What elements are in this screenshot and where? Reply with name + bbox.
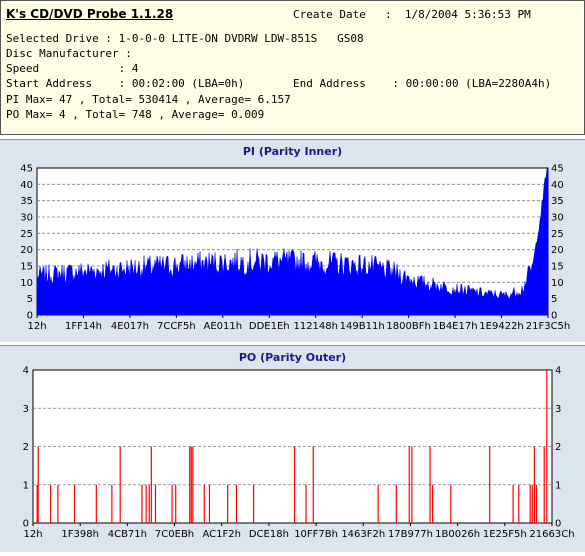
app-title: K's CD/DVD Probe 1.1.28 bbox=[6, 7, 174, 21]
po-x-tick-label: 10FF7Bh bbox=[294, 529, 338, 540]
start-address: Start Address : 00:02:00 (LBA=0h) bbox=[6, 77, 245, 90]
create-date-value: : 1/8/2004 5:36:53 PM bbox=[385, 8, 531, 21]
disc-manufacturer: Disc Manufacturer : bbox=[6, 47, 132, 60]
pi-y-tick-label-right: 35 bbox=[551, 196, 564, 207]
selected-drive: Selected Drive : 1-0-0-0 LITE-ON DVDRW L… bbox=[6, 32, 364, 45]
pi-y-tick-label-right: 0 bbox=[551, 311, 557, 322]
po-y-tick-label: 4 bbox=[23, 366, 29, 377]
po-x-tick-label: 1E25F5h bbox=[483, 529, 527, 540]
pi-series-area bbox=[36, 167, 549, 316]
disc-info-panel: K's CD/DVD Probe 1.1.28 Create Date : 1/… bbox=[0, 0, 585, 135]
po-y-tick-label-right: 3 bbox=[555, 404, 561, 415]
pi-chart: 0 0 5 5 10 10 15 15 20 20 25 25 30 30 35 35 40 40 45 45 12h 1… bbox=[20, 164, 571, 333]
po-y-tick-label-right: 0 bbox=[555, 519, 561, 530]
pi-x-tick-label: 1E9422h bbox=[479, 321, 523, 332]
po-y-tick-label: 1 bbox=[23, 480, 29, 491]
pi-y-tick-label-right: 25 bbox=[551, 229, 564, 240]
pi-y-tick-label-right: 15 bbox=[551, 262, 564, 273]
po-x-tick-label: AC1F2h bbox=[202, 529, 240, 540]
pi-x-tick-label: 21F3C5h bbox=[526, 321, 571, 332]
po-y-tick-label-right: 1 bbox=[555, 480, 561, 491]
pi-x-tick-label: 1FF14h bbox=[65, 321, 102, 332]
pi-x-tick-label: 112148h bbox=[293, 321, 338, 332]
pi-y-tick-label-right: 40 bbox=[551, 180, 564, 191]
pi-y-tick-label: 15 bbox=[20, 262, 33, 273]
pi-y-tick-label: 35 bbox=[20, 196, 33, 207]
pi-chart-panel: PI (Parity Inner) 0 0 5 5 10 10 15 15 20 20 25 25 30… bbox=[0, 139, 585, 342]
po-y-tick-label-right: 4 bbox=[555, 366, 561, 377]
po-x-tick-label: 17B977h bbox=[388, 529, 433, 540]
po-y-tick-label: 0 bbox=[23, 519, 29, 530]
po-y-tick-label: 2 bbox=[23, 442, 29, 453]
pi-summary: PI Max= 47 , Total= 530414 , Average= 6.… bbox=[6, 93, 291, 106]
speed: Speed : 4 bbox=[6, 62, 139, 75]
pi-y-tick-label: 10 bbox=[20, 278, 33, 289]
pi-y-tick-label: 20 bbox=[20, 245, 33, 256]
pi-x-tick-label: AE011h bbox=[204, 321, 243, 332]
po-x-tick-label: 7C0EBh bbox=[155, 529, 194, 540]
pi-x-tick-label: 4E017h bbox=[111, 321, 149, 332]
pi-y-tick-label: 25 bbox=[20, 229, 33, 240]
po-y-tick-label-right: 2 bbox=[555, 442, 561, 453]
po-x-tick-label: 1B0026h bbox=[435, 529, 480, 540]
pi-x-tick-label: 7CCF5h bbox=[157, 321, 196, 332]
create-date-label: Create Date bbox=[293, 8, 366, 21]
end-address: End Address : 00:00:00 (LBA=2280A4h) bbox=[293, 77, 552, 90]
pi-y-tick-label: 45 bbox=[20, 164, 33, 175]
pi-x-tick-label: 1800BFh bbox=[386, 321, 430, 332]
po-x-tick-label: 21663Ch bbox=[529, 529, 574, 540]
pi-chart-title: PI (Parity Inner) bbox=[242, 145, 343, 158]
po-x-tick-label: DCE18h bbox=[249, 529, 289, 540]
pi-y-tick-label: 0 bbox=[27, 311, 33, 322]
pi-y-tick-label-right: 5 bbox=[551, 294, 557, 305]
po-x-tick-label: 4CB71h bbox=[108, 529, 147, 540]
po-chart: 0 0 1 1 2 2 3 3 4 4 12h 1F398h 4CB71h 7C0EBh AC1F2h DCE… bbox=[23, 366, 575, 541]
pi-x-tick-label: 149B11h bbox=[340, 321, 385, 332]
pi-y-tick-label: 5 bbox=[27, 294, 33, 305]
pi-y-tick-label-right: 10 bbox=[551, 278, 564, 289]
po-summary: PO Max= 4 , Total= 748 , Average= 0.009 bbox=[6, 108, 265, 121]
pi-y-tick-label-right: 20 bbox=[551, 245, 564, 256]
po-x-tick-label: 1F398h bbox=[61, 529, 99, 540]
po-y-tick-label: 3 bbox=[23, 404, 29, 415]
po-chart-panel: PO (Parity Outer) 0 0 1 1 2 2 3 3 4 4 12h 1F398h 4CB… bbox=[0, 345, 585, 552]
pi-x-tick-label: DDE1Eh bbox=[249, 321, 290, 332]
pi-y-tick-label-right: 45 bbox=[551, 164, 564, 175]
pi-x-tick-label: 12h bbox=[27, 321, 46, 332]
pi-y-tick-label: 30 bbox=[20, 213, 33, 224]
po-x-tick-label: 1463F2h bbox=[341, 529, 385, 540]
po-x-tick-label: 12h bbox=[23, 529, 42, 540]
pi-y-tick-label: 40 bbox=[20, 180, 33, 191]
pi-y-tick-label-right: 30 bbox=[551, 213, 564, 224]
pi-x-tick-label: 1B4E17h bbox=[433, 321, 478, 332]
po-chart-title: PO (Parity Outer) bbox=[238, 351, 347, 364]
